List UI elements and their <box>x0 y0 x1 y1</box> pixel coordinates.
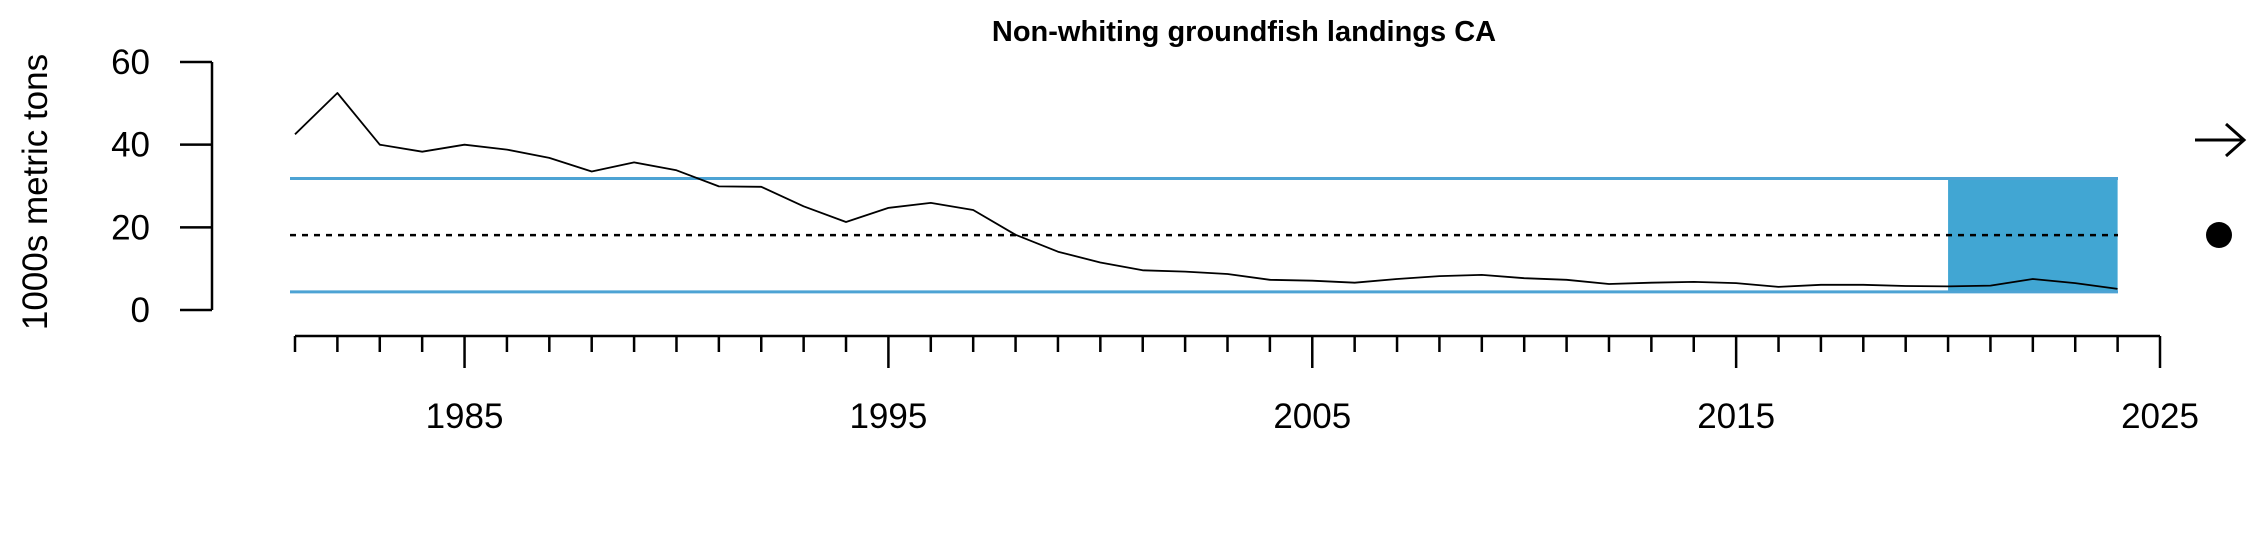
x-tick-label: 2005 <box>1273 397 1351 436</box>
x-tick-label: 2015 <box>1697 397 1775 436</box>
series-layer <box>294 92 2118 290</box>
y-tick-label: 20 <box>111 208 150 247</box>
trend-arrow-icon <box>2195 122 2247 158</box>
reference-lines <box>290 177 2118 294</box>
y-tick-label: 0 <box>131 291 150 330</box>
x-tick-label: 2025 <box>2121 397 2199 436</box>
x-tick-label: 1995 <box>849 397 927 436</box>
x-axis: 1985 1995 2005 2015 2025 <box>293 334 2199 436</box>
y-tick-label: 40 <box>111 126 150 165</box>
x-tick-label: 1985 <box>426 397 504 436</box>
y-tick-label: 60 <box>111 43 150 82</box>
indicators <box>2195 122 2247 248</box>
y-axis-label: 1000s metric tons <box>16 54 55 330</box>
chart-title: Non-whiting groundfish landings CA <box>992 16 1496 48</box>
mean-dot-icon <box>2206 222 2232 248</box>
series-line <box>294 92 2118 290</box>
y-axis: 0 20 40 60 <box>111 43 214 330</box>
